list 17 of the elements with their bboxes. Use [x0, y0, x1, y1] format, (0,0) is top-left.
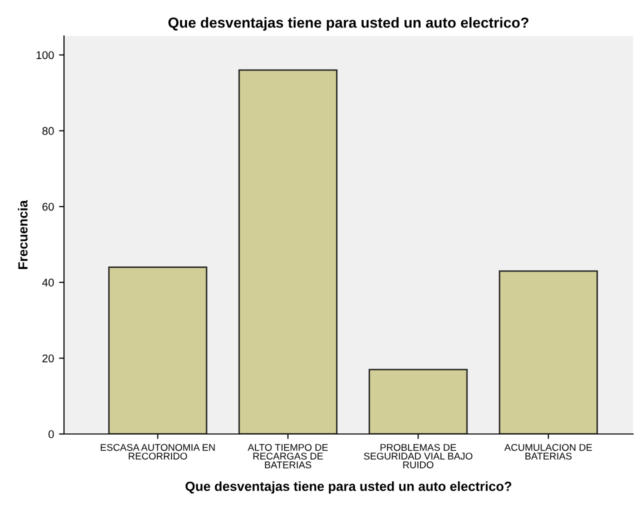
- x-tick-label: ACUMULACION DE BATERIAS: [504, 444, 592, 460]
- bar: [108, 266, 208, 434]
- chart-title: Que desventajas tiene para usted un auto electrico?: [168, 17, 528, 31]
- x-tick-label: ALTO TIEMPO DE RECARGAS DE BATERIAS: [248, 444, 328, 468]
- bar: [238, 69, 338, 434]
- bar: [368, 368, 468, 434]
- x-tick-label: ESCASA AUTONOMIA EN RECORRIDO: [100, 444, 215, 460]
- y-tick-label: 80: [42, 127, 54, 135]
- x-tick-label: PROBLEMAS DE SEGURIDAD VIAL BAJO RUIDO: [364, 444, 472, 468]
- y-tick-label: 100: [36, 51, 54, 60]
- y-tick-label: 0: [48, 430, 54, 438]
- y-tick-label: 20: [42, 354, 54, 362]
- y-tick-label: 40: [42, 278, 54, 287]
- bar: [498, 270, 598, 434]
- y-tick-label: 60: [42, 202, 54, 211]
- y-axis-title: Frecuencia: [18, 200, 28, 269]
- x-axis-title: Que desventajas tiene para usted un auto electrico?: [186, 481, 512, 494]
